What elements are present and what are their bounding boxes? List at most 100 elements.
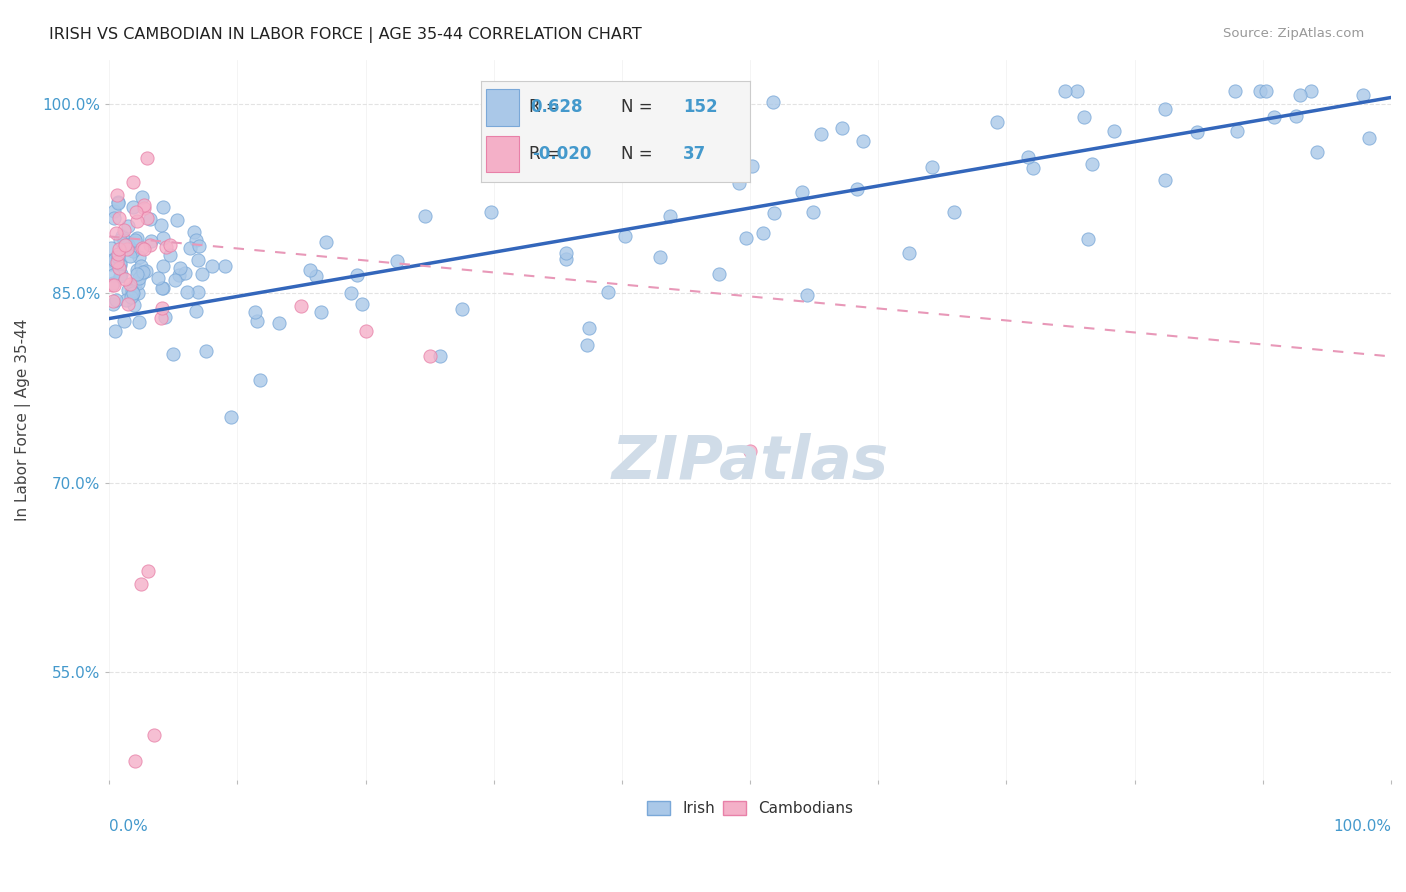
Point [650,250,672,264]
Point [169,260,191,275]
Point [173,266,195,280]
Point [796,288,818,302]
Point [107,195,129,210]
Point [125,214,148,228]
Point [1081,157,1104,171]
Point [1256,84,1278,98]
Point [103,211,125,226]
Point [114,272,136,286]
Point [117,243,139,257]
Point [790,185,813,199]
Point [121,242,143,256]
Point [107,251,129,265]
Point [1022,161,1045,175]
Text: 0.0%: 0.0% [110,819,148,834]
Point [309,305,332,319]
Point [104,324,127,338]
Point [100,240,122,254]
Point [243,304,266,318]
Point [98,257,121,271]
Point [128,270,150,285]
Point [186,304,208,318]
Point [103,252,125,266]
Point [103,203,125,218]
Point [214,259,236,273]
Point [1017,149,1039,163]
Point [117,238,139,252]
Point [152,230,174,244]
Point [115,293,138,308]
Point [751,227,773,241]
Point [167,268,190,283]
Point [121,244,143,258]
Point [108,268,131,283]
Point [103,252,125,267]
Point [131,265,153,279]
Point [846,182,869,196]
Point [120,277,142,292]
Point [135,152,157,166]
Point [898,246,921,260]
Point [1226,124,1249,138]
Point [387,254,409,268]
Point [124,233,146,247]
Point [121,284,143,298]
Point [176,285,198,300]
Point [187,253,209,268]
Point [1225,84,1247,98]
Point [114,238,136,252]
Point [131,266,153,280]
Point [191,267,214,281]
Point [658,209,681,223]
Point [150,280,173,294]
Point [728,176,751,190]
Point [111,228,134,243]
Point [578,321,600,335]
Point [810,127,832,141]
Point [195,344,218,359]
Point [481,205,503,219]
Point [451,301,474,316]
Y-axis label: In Labor Force | Age 35-44: In Labor Force | Age 35-44 [15,318,31,521]
Point [707,267,730,281]
Point [1154,173,1177,187]
Point [986,115,1008,129]
Text: Source: ZipAtlas.com: Source: ZipAtlas.com [1223,27,1364,40]
Point [413,209,436,223]
Point [419,350,441,364]
Point [108,242,131,256]
Point [166,213,188,227]
Point [162,347,184,361]
Point [120,290,142,304]
Point [761,95,783,109]
Point [613,228,636,243]
Point [1054,84,1077,98]
Point [304,268,326,283]
Point [107,195,129,210]
Point [831,121,853,136]
Point [103,255,125,269]
Point [555,252,578,266]
Point [125,205,148,219]
Point [141,235,163,249]
Point [121,287,143,301]
Point [122,201,145,215]
Point [105,187,128,202]
Point [101,268,124,282]
Point [128,314,150,328]
Point [350,297,373,311]
Point [315,235,337,249]
Point [117,296,139,310]
Point [143,728,166,742]
Point [103,278,125,293]
Text: IRISH VS CAMBODIAN IN LABOR FORCE | AGE 35-44 CORRELATION CHART: IRISH VS CAMBODIAN IN LABOR FORCE | AGE … [49,27,643,43]
Point [596,285,619,299]
Point [631,161,654,175]
Point [124,754,146,768]
Point [128,250,150,264]
Point [127,231,149,245]
Point [150,311,173,326]
Point [127,276,149,290]
Point [117,219,139,233]
Point [136,564,159,578]
